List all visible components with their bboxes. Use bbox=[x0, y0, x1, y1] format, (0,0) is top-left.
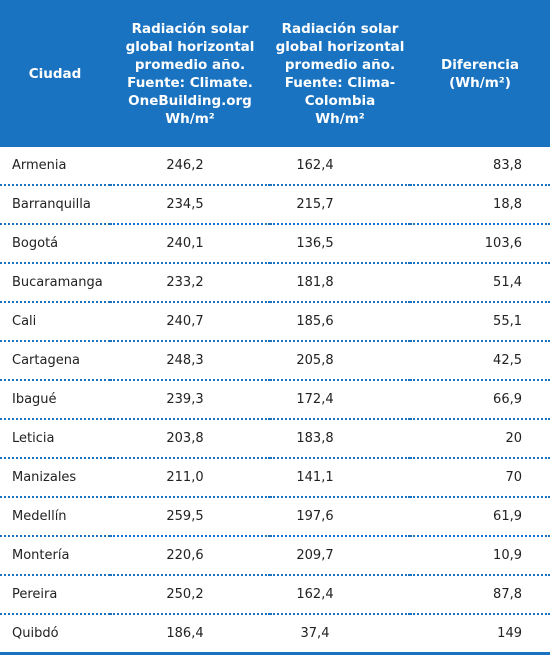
value-cell: 250,2 bbox=[110, 575, 270, 615]
city-cell: Bucaramanga bbox=[0, 263, 110, 303]
city-cell: Leticia bbox=[0, 419, 110, 459]
header-line: Wh/m² bbox=[165, 110, 215, 127]
table-row: Cali 240,7 185,6 55,1 bbox=[0, 302, 550, 342]
city-cell: Quibdó bbox=[0, 614, 110, 655]
value-cell: 233,2 bbox=[110, 263, 270, 303]
header-line: Fuente: Clima- bbox=[284, 74, 396, 91]
value-cell: 205,8 bbox=[270, 341, 410, 381]
city-cell: Armenia bbox=[0, 147, 110, 186]
header-cell: Radiación solar global horizontal promedio… bbox=[110, 0, 270, 147]
value-cell: 20 bbox=[410, 419, 550, 459]
value-cell: 83,8 bbox=[410, 147, 550, 186]
table-body: Armenia 246,2 162,4 83,8 Barranquilla 234,5 21… bbox=[0, 147, 550, 655]
value-cell: 42,5 bbox=[410, 341, 550, 381]
value-cell: 211,0 bbox=[110, 458, 270, 498]
value-cell: 240,7 bbox=[110, 302, 270, 342]
value-cell: 248,3 bbox=[110, 341, 270, 381]
city-cell: Pereira bbox=[0, 575, 110, 615]
header-cell: Radiación solar global horizontal promedio… bbox=[270, 0, 410, 147]
value-cell: 181,8 bbox=[270, 263, 410, 303]
city-cell: Ibagué bbox=[0, 380, 110, 420]
value-cell: 183,8 bbox=[270, 419, 410, 459]
table-header: Ciudad Radiación solar global horizontal pr… bbox=[0, 0, 550, 147]
header-line: OneBuilding.org bbox=[128, 92, 252, 109]
header-line: global horizontal bbox=[125, 38, 255, 55]
value-cell: 162,4 bbox=[270, 575, 410, 615]
city-cell: Barranquilla bbox=[0, 185, 110, 225]
value-cell: 215,7 bbox=[270, 185, 410, 225]
value-cell: 141,1 bbox=[270, 458, 410, 498]
table-row: Quibdó 186,4 37,4 149 bbox=[0, 614, 550, 655]
value-cell: 136,5 bbox=[270, 224, 410, 264]
value-cell: 197,6 bbox=[270, 497, 410, 537]
table-row: Pereira 250,2 162,4 87,8 bbox=[0, 575, 550, 615]
value-cell: 37,4 bbox=[270, 614, 410, 655]
value-cell: 61,9 bbox=[410, 497, 550, 537]
header-row: Ciudad Radiación solar global horizontal pr… bbox=[0, 0, 550, 147]
table-row: Montería 220,6 209,7 10,9 bbox=[0, 536, 550, 576]
value-cell: 209,7 bbox=[270, 536, 410, 576]
value-cell: 246,2 bbox=[110, 147, 270, 186]
value-cell: 103,6 bbox=[410, 224, 550, 264]
value-cell: 162,4 bbox=[270, 147, 410, 186]
header-line: promedio año. bbox=[134, 56, 246, 73]
header-line: Radiación solar bbox=[281, 20, 399, 37]
value-cell: 55,1 bbox=[410, 302, 550, 342]
city-cell: Manizales bbox=[0, 458, 110, 498]
header-line: Colombia bbox=[304, 92, 376, 109]
header-line: (Wh/m²) bbox=[449, 74, 511, 91]
header-cell: Diferencia (Wh/m²) bbox=[410, 0, 550, 147]
table-row: Barranquilla 234,5 215,7 18,8 bbox=[0, 185, 550, 225]
value-cell: 18,8 bbox=[410, 185, 550, 225]
header-line: Diferencia bbox=[440, 56, 520, 73]
value-cell: 66,9 bbox=[410, 380, 550, 420]
table-row: Medellín 259,5 197,6 61,9 bbox=[0, 497, 550, 537]
table-row: Bucaramanga 233,2 181,8 51,4 bbox=[0, 263, 550, 303]
table-row: Armenia 246,2 162,4 83,8 bbox=[0, 147, 550, 186]
header-line: Fuente: Climate. bbox=[127, 74, 253, 91]
value-cell: 51,4 bbox=[410, 263, 550, 303]
table-row: Ibagué 239,3 172,4 66,9 bbox=[0, 380, 550, 420]
city-cell: Bogotá bbox=[0, 224, 110, 264]
table-row: Cartagena 248,3 205,8 42,5 bbox=[0, 341, 550, 381]
value-cell: 259,5 bbox=[110, 497, 270, 537]
header-line: Ciudad bbox=[28, 65, 82, 82]
value-cell: 240,1 bbox=[110, 224, 270, 264]
value-cell: 234,5 bbox=[110, 185, 270, 225]
value-cell: 186,4 bbox=[110, 614, 270, 655]
header-line: promedio año. bbox=[284, 56, 396, 73]
city-cell: Cartagena bbox=[0, 341, 110, 381]
value-cell: 220,6 bbox=[110, 536, 270, 576]
header-line: Wh/m² bbox=[315, 110, 365, 127]
value-cell: 10,9 bbox=[410, 536, 550, 576]
city-cell: Cali bbox=[0, 302, 110, 342]
value-cell: 185,6 bbox=[270, 302, 410, 342]
header-line: Radiación solar bbox=[131, 20, 249, 37]
value-cell: 172,4 bbox=[270, 380, 410, 420]
header-line: global horizontal bbox=[275, 38, 405, 55]
city-cell: Montería bbox=[0, 536, 110, 576]
value-cell: 149 bbox=[410, 614, 550, 655]
table-row: Leticia 203,8 183,8 20 bbox=[0, 419, 550, 459]
value-cell: 203,8 bbox=[110, 419, 270, 459]
table-row: Bogotá 240,1 136,5 103,6 bbox=[0, 224, 550, 264]
value-cell: 70 bbox=[410, 458, 550, 498]
value-cell: 239,3 bbox=[110, 380, 270, 420]
header-cell: Ciudad bbox=[0, 0, 110, 147]
table-row: Manizales 211,0 141,1 70 bbox=[0, 458, 550, 498]
value-cell: 87,8 bbox=[410, 575, 550, 615]
city-cell: Medellín bbox=[0, 497, 110, 537]
